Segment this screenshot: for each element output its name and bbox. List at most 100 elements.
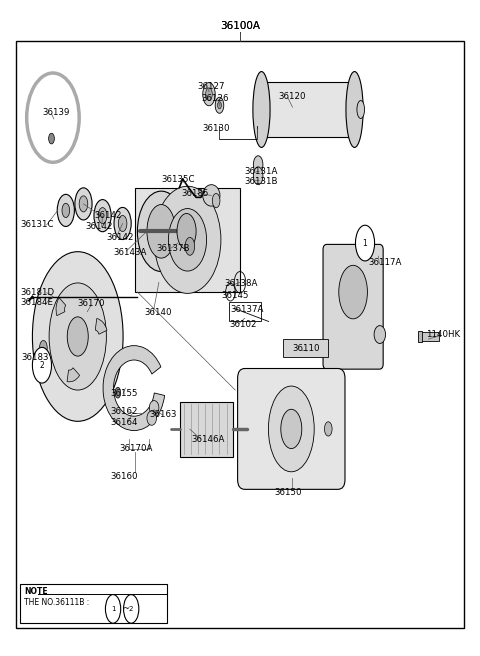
Text: 2: 2 — [129, 606, 133, 612]
Text: 36183: 36183 — [22, 353, 49, 362]
Ellipse shape — [281, 409, 302, 449]
Ellipse shape — [205, 88, 212, 100]
Ellipse shape — [149, 401, 159, 415]
Ellipse shape — [118, 215, 127, 232]
Ellipse shape — [212, 194, 220, 208]
Text: 36170: 36170 — [78, 298, 105, 308]
Ellipse shape — [203, 83, 215, 106]
Ellipse shape — [253, 72, 270, 148]
Ellipse shape — [168, 209, 206, 271]
Text: 1: 1 — [111, 606, 115, 612]
Ellipse shape — [49, 283, 107, 390]
Ellipse shape — [374, 325, 385, 344]
Bar — [262, 82, 355, 137]
Ellipse shape — [356, 225, 374, 261]
Text: 36160: 36160 — [111, 472, 138, 482]
Ellipse shape — [33, 252, 123, 421]
Wedge shape — [95, 318, 107, 335]
Text: 36142: 36142 — [107, 234, 134, 242]
Ellipse shape — [147, 411, 156, 425]
Text: 2: 2 — [39, 361, 44, 370]
Ellipse shape — [98, 207, 107, 224]
Text: 36102: 36102 — [229, 320, 257, 329]
Text: 36162: 36162 — [110, 407, 138, 416]
Text: 36131C: 36131C — [21, 220, 54, 230]
Ellipse shape — [106, 594, 120, 623]
Ellipse shape — [203, 185, 220, 206]
Text: 1140HK: 1140HK — [426, 330, 460, 339]
Ellipse shape — [177, 213, 196, 249]
Text: 36155: 36155 — [110, 389, 138, 398]
Ellipse shape — [346, 72, 363, 148]
Text: 36139: 36139 — [42, 108, 69, 117]
Ellipse shape — [339, 265, 367, 319]
Bar — [20, 584, 168, 623]
Text: 36143A: 36143A — [114, 248, 147, 256]
Ellipse shape — [75, 188, 92, 220]
Text: 36100A: 36100A — [220, 21, 260, 31]
Text: 36185: 36185 — [182, 189, 209, 198]
Text: THE NO.36111B :: THE NO.36111B : — [24, 598, 92, 607]
Wedge shape — [56, 298, 66, 316]
Ellipse shape — [137, 191, 185, 272]
Text: 36100A: 36100A — [220, 21, 260, 31]
Text: 36126: 36126 — [202, 94, 229, 103]
Ellipse shape — [57, 194, 74, 226]
Text: 36181D: 36181D — [21, 288, 55, 297]
Text: 1: 1 — [363, 239, 367, 247]
Wedge shape — [67, 368, 80, 382]
Text: 36138A: 36138A — [225, 279, 258, 288]
Bar — [180, 402, 233, 457]
Text: 36135C: 36135C — [161, 174, 195, 184]
Ellipse shape — [147, 205, 176, 258]
Ellipse shape — [324, 422, 332, 436]
Bar — [135, 188, 240, 292]
Ellipse shape — [114, 207, 131, 239]
Ellipse shape — [154, 186, 221, 293]
Wedge shape — [103, 346, 165, 430]
Ellipse shape — [253, 167, 263, 185]
Text: 36127: 36127 — [197, 82, 225, 91]
Text: 36131A: 36131A — [245, 167, 278, 176]
Text: 36184E: 36184E — [21, 298, 53, 307]
Ellipse shape — [48, 133, 54, 144]
Text: 36146A: 36146A — [192, 434, 225, 443]
Ellipse shape — [178, 224, 202, 269]
Text: 36164: 36164 — [110, 418, 138, 426]
Ellipse shape — [67, 317, 88, 356]
Text: 36163: 36163 — [149, 411, 177, 419]
Text: 36120: 36120 — [278, 92, 306, 100]
Ellipse shape — [185, 237, 195, 255]
Ellipse shape — [215, 97, 224, 113]
FancyBboxPatch shape — [323, 245, 383, 369]
Bar — [229, 302, 262, 321]
Ellipse shape — [168, 206, 211, 287]
Text: 36130: 36130 — [203, 124, 230, 133]
Ellipse shape — [217, 102, 221, 109]
Ellipse shape — [33, 348, 51, 383]
Text: 36140: 36140 — [144, 308, 172, 318]
Ellipse shape — [123, 594, 139, 623]
Text: 36142: 36142 — [95, 211, 122, 220]
Ellipse shape — [357, 100, 364, 119]
Ellipse shape — [79, 196, 88, 212]
Text: 36137A: 36137A — [230, 305, 264, 314]
Text: 36142: 36142 — [85, 222, 112, 232]
Ellipse shape — [268, 386, 314, 472]
Ellipse shape — [115, 387, 120, 398]
Text: ~: ~ — [121, 604, 129, 613]
Text: NOTE: NOTE — [24, 586, 48, 596]
Text: 36131B: 36131B — [245, 177, 278, 186]
Ellipse shape — [253, 155, 263, 174]
Text: 36137B: 36137B — [156, 244, 190, 253]
Ellipse shape — [62, 203, 70, 218]
Bar — [418, 331, 422, 342]
Text: 36110: 36110 — [292, 344, 320, 354]
Ellipse shape — [39, 340, 47, 355]
Bar — [283, 339, 328, 358]
Ellipse shape — [94, 199, 111, 232]
FancyBboxPatch shape — [238, 369, 345, 489]
Text: 36145: 36145 — [222, 291, 250, 300]
Bar — [421, 332, 440, 341]
Text: 36170A: 36170A — [120, 444, 153, 453]
